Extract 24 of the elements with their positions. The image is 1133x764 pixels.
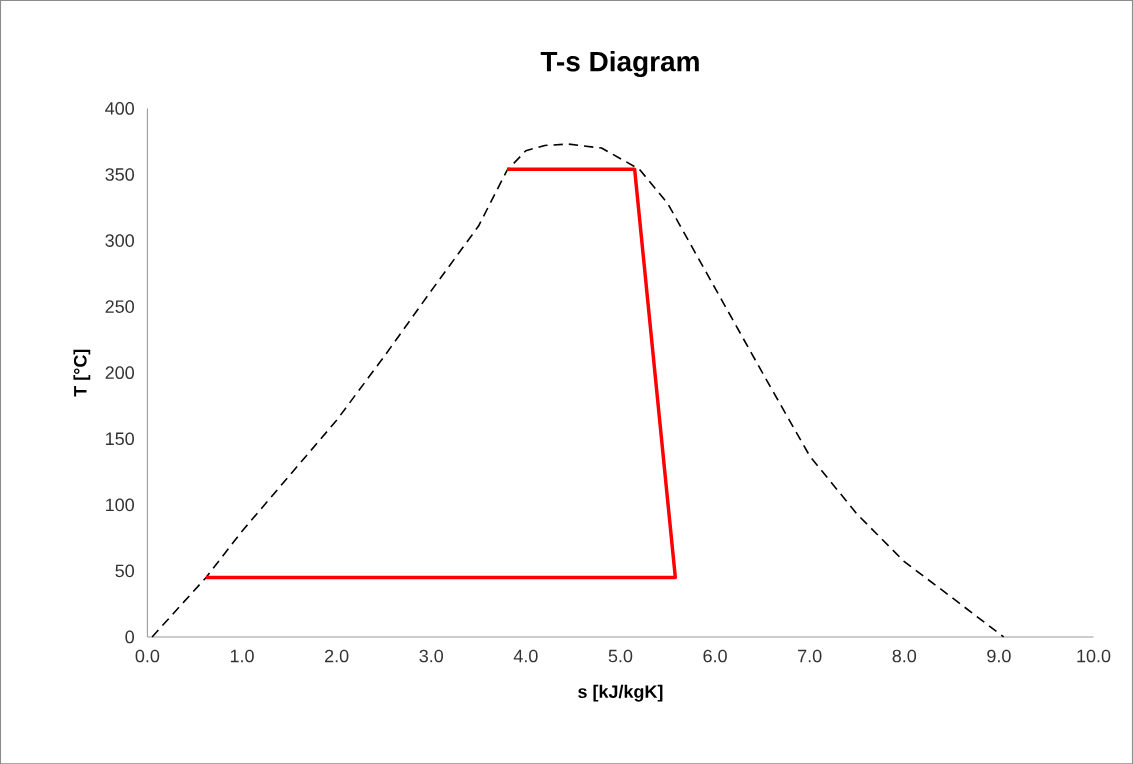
y-tick-label: 150 [106,432,134,445]
x-tick-label: 2.0 [325,649,349,663]
y-tick-label: 400 [105,101,134,115]
x-tick-label: 7.0 [798,649,822,663]
x-tick-label: 8.0 [892,649,917,663]
x-tick-label: 4.0 [513,649,538,663]
y-axis-title: T [°C] [73,349,91,397]
x-tick-label: 3.0 [419,649,444,663]
y-tick-label: 50 [115,564,134,578]
y-tick-label: 300 [105,234,134,247]
x-tick-label: 5.0 [608,649,633,663]
x-tick-label: 9.0 [987,649,1011,663]
x-tick-label: 10.0 [1077,649,1111,663]
x-tick-label: 1.0 [230,649,254,663]
y-tick-label: 250 [105,300,134,313]
chart-title: T-s Diagram [540,50,699,77]
x-tick-label: 6.0 [703,649,727,663]
x-axis-title: s [kJ/kgK] [578,684,663,702]
y-tick-label: 200 [105,366,134,379]
line-series [151,143,1005,638]
y-tick-label: 0 [125,630,134,644]
y-tick-label: 350 [105,167,134,181]
x-tick-label: 0.0 [135,649,160,663]
y-tick-label: 100 [106,498,134,511]
